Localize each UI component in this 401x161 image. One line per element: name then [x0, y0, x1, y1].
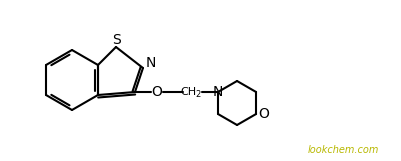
Text: O: O [152, 85, 162, 99]
Text: N: N [146, 56, 156, 70]
Text: N: N [213, 85, 223, 99]
Text: lookchem.com: lookchem.com [308, 145, 379, 155]
Text: S: S [113, 33, 122, 47]
Text: 2: 2 [195, 90, 200, 99]
Text: O: O [259, 107, 269, 121]
Text: CH: CH [180, 87, 196, 97]
